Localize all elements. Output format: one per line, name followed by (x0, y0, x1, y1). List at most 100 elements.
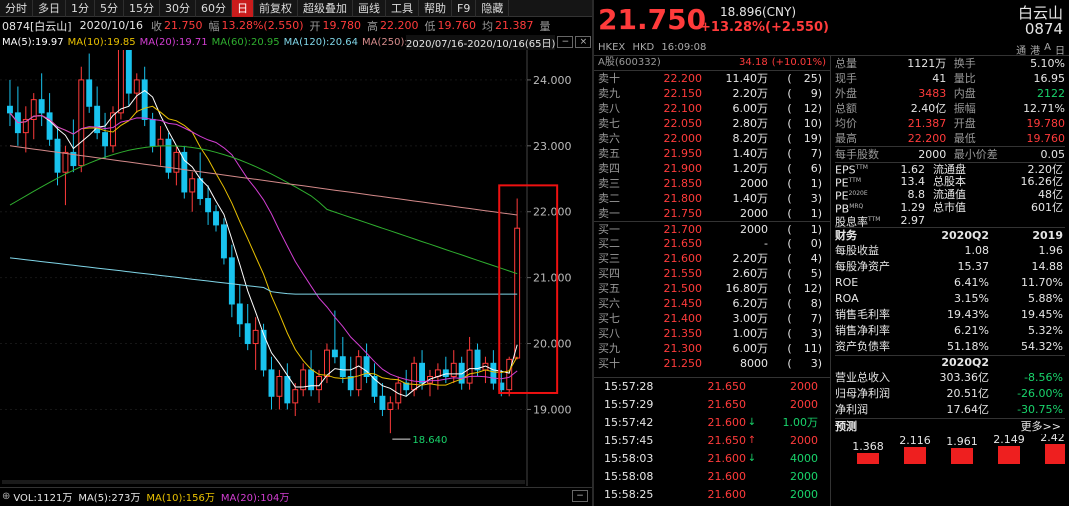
finance2-val-a: 20.51亿 (946, 387, 990, 400)
buy-price: 21.500 (663, 282, 703, 295)
finance-val-b: 5.32% (1028, 324, 1063, 337)
sell-row[interactable]: 卖二 21.800 1.40万(3) (594, 191, 830, 206)
candle-body (125, 50, 132, 94)
toolbar-item-4[interactable]: 15分 (124, 0, 160, 17)
buy-volume: 2.60万 (732, 267, 769, 280)
candle-body (228, 257, 235, 305)
toolbar-item-5[interactable]: 30分 (160, 0, 196, 17)
buy-price: 21.300 (663, 342, 703, 355)
buy-count: 4 (810, 252, 818, 265)
buy-price: 21.450 (663, 297, 703, 310)
toolbar-item-3[interactable]: 5分 (95, 0, 124, 17)
buy-row[interactable]: 买一 21.700 2000(1) (594, 221, 830, 236)
toolbar-item-14[interactable]: 隐藏 (476, 0, 510, 17)
buy-row[interactable]: 买九 21.300 6.00万(11) (594, 341, 830, 356)
panel-divider (592, 0, 594, 506)
close-button[interactable]: × (575, 36, 592, 48)
forecast-bar (998, 446, 1020, 464)
buy-row[interactable]: 买三 21.600 2.20万(4) (594, 251, 830, 266)
buy-row[interactable]: 买十 21.250 8000(3) (594, 356, 830, 371)
finance-title: 财务 (835, 228, 857, 242)
ashare-row[interactable]: A股(600332) 34.18 (+10.01%) (594, 56, 830, 71)
sell-row[interactable]: 卖三 21.850 2000(1) (594, 176, 830, 191)
toolbar-item-6[interactable]: 60分 (196, 0, 232, 17)
tag-ri[interactable]: 日 (1055, 46, 1065, 57)
sell-row[interactable]: 卖八 22.100 6.00万(12) (594, 101, 830, 116)
tag-a[interactable]: A (1044, 42, 1051, 53)
buy-row[interactable]: 买四 21.550 2.60万(5) (594, 266, 830, 281)
candle-body (181, 151, 188, 193)
toolbar-item-10[interactable]: 画线 (353, 0, 386, 17)
buy-count-wrap: (7) (768, 311, 822, 326)
sell-row[interactable]: 卖五 21.950 1.40万(7) (594, 146, 830, 161)
toolbar-item-1[interactable]: 多日 (33, 0, 66, 17)
stat-value: 19.760 (1026, 131, 1066, 145)
valuation-sup: MRQ (849, 202, 864, 210)
open-label: 开 (309, 19, 321, 33)
finance-row: ROA 3.15% 5.88% (835, 291, 1065, 307)
finance-row: ROE 6.41% 11.70% (835, 275, 1065, 291)
buy-row[interactable]: 买八 21.350 1.00万(3) (594, 326, 830, 341)
valuation-label-wrap: PE2020E (835, 187, 887, 202)
tag-tong[interactable]: 通 (1016, 46, 1027, 57)
finance2-val-b: -8.56% (1024, 371, 1063, 384)
candle-body (38, 99, 45, 114)
buy-price: 21.600 (663, 252, 703, 265)
valuation-label-wrap: PETTM (835, 174, 887, 189)
candle-body (62, 151, 69, 173)
candle-body (450, 362, 457, 377)
highlight-box (498, 184, 559, 394)
buy-volume: 2.20万 (732, 252, 769, 265)
valuation-label: EPS (835, 163, 856, 177)
toolbar-item-11[interactable]: 工具 (386, 0, 419, 17)
finance-label: 销售净利率 (835, 324, 890, 337)
y-tick-label: 19.000 (533, 403, 572, 416)
date-range: 2020/07/16-2020/10/16(65日) (406, 34, 556, 50)
sell-row[interactable]: 卖一 21.750 2000(1) (594, 206, 830, 221)
buy-price: 21.250 (663, 357, 703, 370)
candle-body (331, 349, 338, 358)
paren-open: ( (787, 327, 792, 340)
paren-open: ( (787, 237, 792, 250)
candle-body (363, 356, 370, 377)
buy-row[interactable]: 买二 21.650-(0) (594, 236, 830, 251)
buy-count: 0 (810, 237, 818, 250)
ashare-price: 34.18 (739, 57, 768, 68)
tick-volume: 2000 (790, 434, 818, 447)
sell-count: 19 (803, 132, 818, 145)
zoom-out-button[interactable]: − (557, 36, 574, 48)
expand-icon[interactable]: ⊕ (2, 490, 11, 502)
buy-row[interactable]: 买七 21.400 3.00万(7) (594, 311, 830, 326)
toolbar-item-2[interactable]: 1分 (66, 0, 95, 17)
kline-chart[interactable]: 24.00023.00022.00021.00020.00019.00024.7… (0, 50, 592, 486)
sell-row[interactable]: 卖九 22.150 2.20万(9) (594, 86, 830, 101)
buy-row[interactable]: 买五 21.500 16.80万(12) (594, 281, 830, 296)
ma60-legend: MA(60):20.95 (211, 36, 280, 48)
sell-row[interactable]: 卖六 22.000 8.20万(19) (594, 131, 830, 146)
sell-count: 1 (810, 207, 818, 220)
sell-row[interactable]: 卖四 21.900 1.20万(6) (594, 161, 830, 176)
buy-label: 买四 (598, 267, 620, 280)
buy-volume: - (764, 237, 768, 250)
sell-row[interactable]: 卖七 22.050 2.80万(10) (594, 116, 830, 131)
toolbar-item-13[interactable]: F9 (452, 0, 477, 17)
forecast-bar (857, 453, 879, 464)
tag-gang[interactable]: 港 (1030, 46, 1041, 57)
tick-row: 15:57:29 21.650 2000 (594, 396, 830, 414)
buy-price: 21.650 (663, 237, 703, 250)
toolbar-item-7[interactable]: 日 (232, 0, 254, 17)
buy-row[interactable]: 买六 21.450 6.20万(8) (594, 296, 830, 311)
toolbar-item-8[interactable]: 前复权 (254, 0, 298, 17)
kline-svg[interactable]: 24.00023.00022.00021.00020.00019.00024.7… (0, 50, 592, 486)
chart-scrollbar[interactable] (2, 480, 525, 484)
forecast-more-link[interactable]: 更多>> (1020, 419, 1061, 433)
toolbar-item-12[interactable]: 帮助 (419, 0, 452, 17)
toolbar-item-0[interactable]: 分时 (0, 0, 33, 17)
valuation-value: 1.62 (900, 162, 926, 176)
sell-volume: 8.20万 (732, 132, 769, 145)
collapse-button[interactable]: − (572, 490, 588, 502)
buy-price: 21.550 (663, 267, 703, 280)
toolbar-item-9[interactable]: 超级叠加 (298, 0, 353, 17)
tick-price: 21.600 (707, 488, 747, 501)
sell-row[interactable]: 卖十 22.200 11.40万(25) (594, 71, 830, 86)
